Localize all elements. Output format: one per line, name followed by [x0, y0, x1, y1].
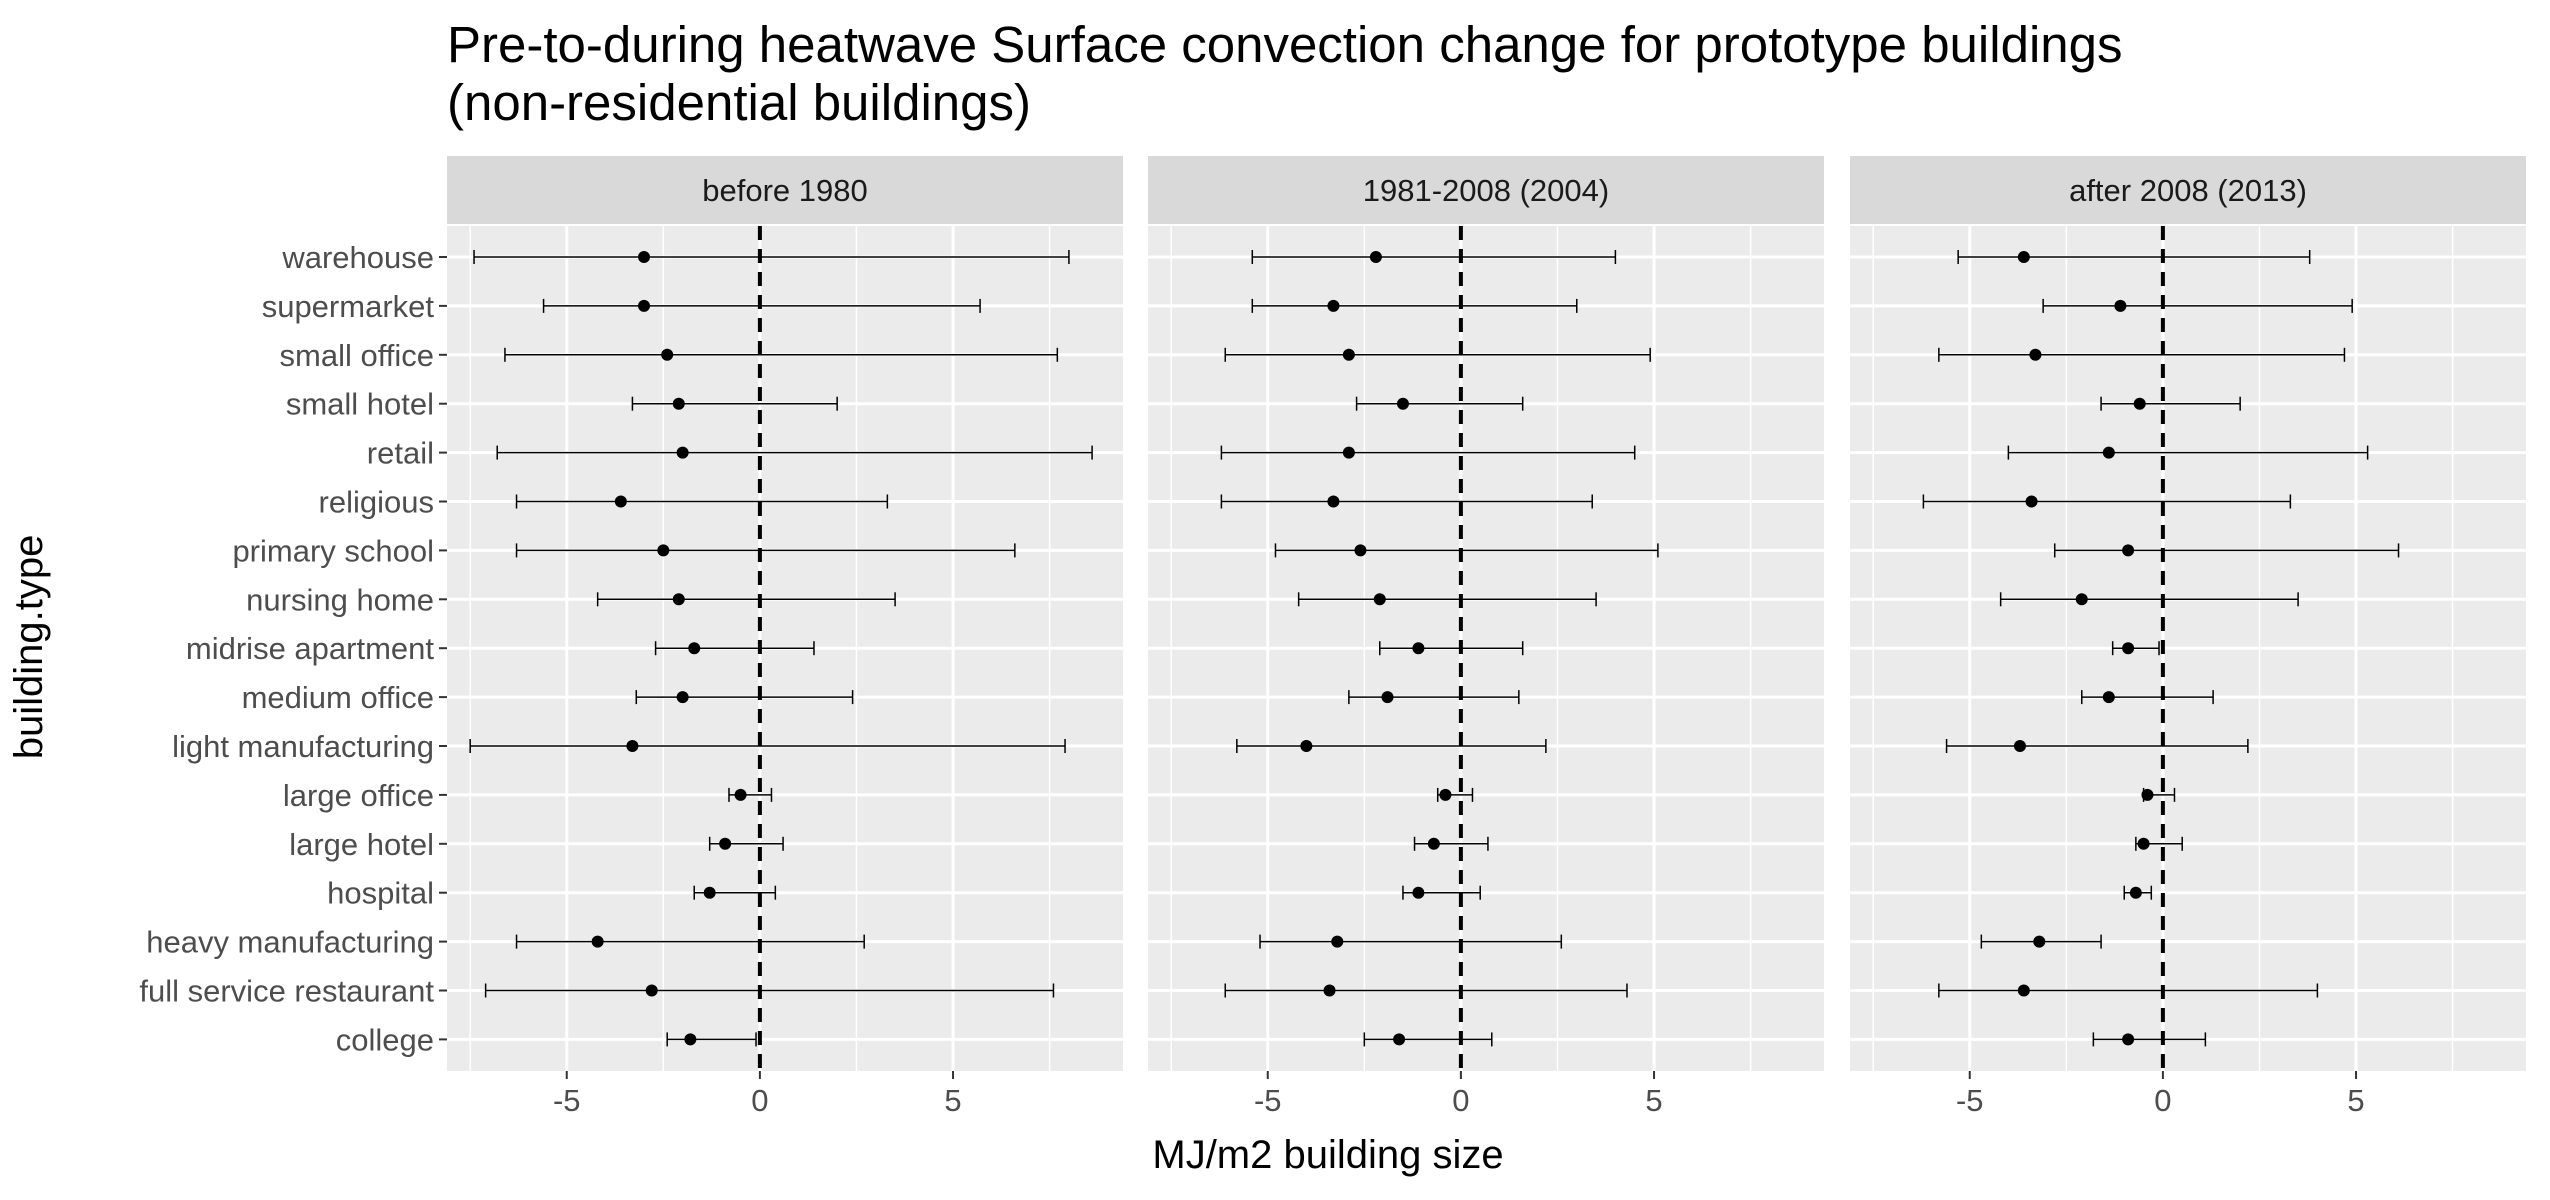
mean-point [2017, 984, 2030, 997]
y-category-label: religious [319, 485, 434, 520]
mean-point [1342, 348, 1355, 361]
y-category-label: small office [280, 338, 435, 373]
y-category-label: large hotel [289, 827, 434, 862]
y-category-label: hospital [327, 876, 434, 911]
x-tick-label: 0 [751, 1083, 768, 1118]
y-category-label: midrise apartment [186, 631, 434, 666]
x-tick-label: 0 [1452, 1083, 1469, 1118]
mean-point [661, 348, 674, 361]
x-tick-label: 5 [944, 1083, 961, 1118]
y-category-label: nursing home [246, 582, 434, 617]
chart-title-line1: Pre-to-during heatwave Surface convectio… [447, 16, 2123, 73]
mean-point [676, 691, 689, 704]
mean-point [672, 397, 685, 410]
mean-point [688, 642, 701, 655]
mean-point [2141, 788, 2154, 801]
x-axis-title: MJ/m2 building size [1152, 1133, 1503, 1177]
y-category-label: warehouse [281, 240, 434, 275]
mean-point [2137, 837, 2150, 850]
mean-point [2029, 348, 2042, 361]
mean-point [2075, 593, 2088, 606]
mean-point [2013, 740, 2026, 752]
mean-point [1342, 446, 1355, 459]
mean-point [645, 984, 658, 997]
facet-panel: before 1980 -5 0 5 [447, 156, 1123, 1118]
y-category-label: heavy manufacturing [146, 925, 434, 960]
mean-point [1439, 788, 1452, 801]
mean-point [1427, 837, 1440, 850]
mean-point [1396, 397, 1409, 410]
y-axis-category-labels: warehouse supermarket small office small ho… [139, 240, 447, 1057]
mean-point [2129, 886, 2142, 899]
y-category-label: small hotel [286, 387, 434, 422]
mean-point [2033, 935, 2046, 948]
mean-point [2025, 495, 2038, 508]
mean-point [614, 495, 627, 508]
x-tick-label: 5 [1645, 1083, 1662, 1118]
mean-point [1412, 642, 1425, 655]
x-tick-label: -5 [1254, 1083, 1282, 1118]
mean-point [703, 886, 716, 899]
mean-point [1327, 299, 1340, 312]
y-category-label: supermarket [262, 289, 435, 324]
facet-panel: 1981-2008 (2004) -5 0 5 [1148, 156, 1824, 1118]
mean-point [1393, 1033, 1406, 1046]
facet-panel: after 2008 (2013) -5 0 5 [1850, 156, 2526, 1118]
mean-point [2122, 1033, 2135, 1046]
x-tick-label: 5 [2347, 1083, 2364, 1118]
y-category-label: medium office [242, 680, 434, 715]
facet-strip-label: before 1980 [702, 173, 867, 208]
mean-point [684, 1033, 697, 1046]
mean-point [1412, 886, 1425, 899]
facet-strip [1148, 156, 1824, 224]
mean-point [2114, 299, 2127, 312]
mean-point [734, 788, 747, 801]
mean-point [2122, 544, 2135, 557]
mean-point [591, 935, 604, 948]
mean-point [2133, 397, 2146, 410]
y-category-label: light manufacturing [172, 729, 434, 764]
y-axis-title: building.type [7, 535, 51, 760]
facet-strip-label: after 2008 (2013) [2069, 173, 2307, 208]
mean-point [657, 544, 670, 557]
x-tick-label: -5 [1956, 1083, 1984, 1118]
facet-strip-label: 1981-2008 (2004) [1363, 173, 1609, 208]
facet-strip [447, 156, 1123, 224]
facet-strip [1850, 156, 2526, 224]
chart-title-line2: (non-residential buildings) [447, 74, 1031, 131]
y-category-label: primary school [232, 533, 434, 568]
mean-point [1354, 544, 1367, 557]
mean-point [1327, 495, 1340, 508]
mean-point [638, 299, 651, 312]
x-tick-label: -5 [553, 1083, 581, 1118]
y-category-label: large office [283, 778, 434, 813]
mean-point [1373, 593, 1386, 606]
y-category-label: full service restaurant [139, 974, 434, 1009]
mean-point [2122, 642, 2135, 655]
y-category-label: retail [367, 436, 434, 471]
mean-point [1331, 935, 1344, 948]
mean-point [1381, 691, 1394, 704]
mean-point [1300, 740, 1313, 752]
y-category-label: college [336, 1022, 434, 1057]
mean-point [719, 837, 732, 850]
mean-point [626, 740, 639, 752]
mean-point [1323, 984, 1336, 997]
mean-point [2017, 251, 2030, 263]
mean-point [676, 446, 689, 459]
mean-point [638, 251, 651, 263]
mean-point [2102, 446, 2115, 459]
x-tick-label: 0 [2154, 1083, 2171, 1118]
mean-point [672, 593, 685, 606]
mean-point [2102, 691, 2115, 704]
mean-point [1369, 251, 1382, 263]
